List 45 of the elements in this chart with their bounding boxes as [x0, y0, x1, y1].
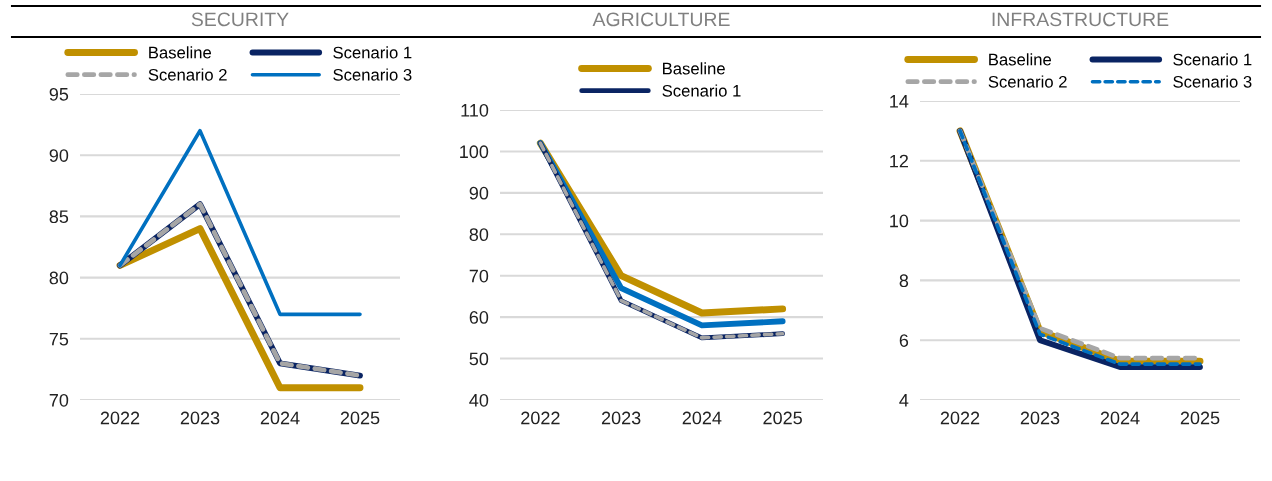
x-tick-label: 2022 [100, 411, 140, 425]
x-tick-label: 2025 [1180, 411, 1220, 425]
y-tick-label: 8 [899, 274, 909, 288]
x-tick-label: 2025 [763, 411, 802, 425]
x-tick-label: 2022 [940, 411, 980, 425]
y-tick-label: 100 [460, 145, 489, 159]
chart-title: INFRASTRUCTURE [992, 12, 1169, 27]
legend-label: Scenario 1 [333, 46, 412, 59]
y-tick-label: 6 [899, 334, 909, 347]
y-tick-label: 10 [890, 214, 909, 228]
y-tick-label: 50 [469, 352, 489, 366]
y-tick-label: 90 [469, 186, 489, 200]
y-tick-label: 40 [469, 393, 489, 407]
y-tick-label: 95 [49, 87, 69, 101]
y-tick-label: 70 [469, 269, 489, 283]
chart-title: AGRICULTURE [592, 12, 730, 27]
chart-title: SECURITY [191, 12, 289, 27]
y-tick-label: 110 [461, 103, 489, 117]
legend-label: Baseline [149, 46, 212, 59]
legend-label: Scenario 3 [1173, 75, 1252, 88]
x-tick-label: 2022 [521, 411, 560, 425]
y-tick-label: 80 [469, 228, 489, 242]
legend-label: Baseline [663, 62, 725, 75]
x-tick-label: 2023 [180, 411, 220, 425]
y-tick-label: 14 [890, 95, 909, 108]
y-tick-label: 60 [469, 311, 489, 324]
legend-label: Scenario 1 [662, 84, 741, 97]
x-tick-label: 2023 [1020, 411, 1060, 425]
legend-label: Scenario 2 [988, 75, 1067, 88]
x-tick-label: 2023 [601, 411, 641, 425]
y-tick-label: 4 [899, 394, 909, 407]
y-tick-label: 85 [49, 210, 69, 224]
legend-label: Scenario 2 [148, 68, 227, 81]
y-tick-label: 12 [890, 154, 908, 168]
legend-label: Scenario 3 [333, 68, 412, 81]
x-tick-label: 2025 [340, 411, 380, 425]
legend-label: Scenario 1 [1173, 53, 1252, 66]
y-tick-label: 75 [49, 332, 69, 346]
legend-label: Baseline [989, 53, 1052, 66]
y-tick-label: 90 [49, 149, 69, 162]
x-tick-label: 2024 [260, 411, 300, 425]
x-tick-label: 2024 [1100, 411, 1140, 425]
x-tick-label: 2024 [682, 411, 722, 425]
y-tick-label: 80 [49, 271, 69, 285]
y-tick-label: 70 [49, 393, 69, 407]
